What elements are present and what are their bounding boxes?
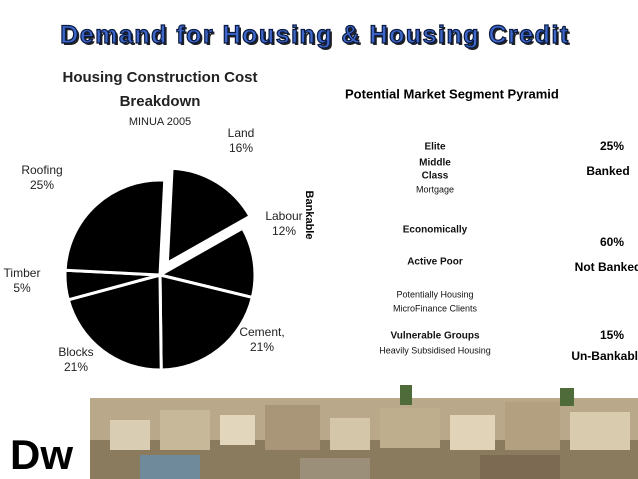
pyramid-text: Heavily Subsidised Housing — [379, 345, 491, 355]
segment-share: 15% — [600, 328, 624, 342]
slice-value-label: 21% — [64, 360, 88, 374]
segment-share: 60% — [600, 235, 624, 249]
slice-label: Blocks — [58, 345, 93, 359]
town-photo — [90, 385, 638, 479]
side-label: Bankable — [303, 191, 315, 240]
segment-status: Un-Bankable — [571, 349, 638, 363]
logo: Dw — [10, 431, 73, 478]
pyramid-text: Middle — [419, 158, 451, 169]
pie-subtitle: MINUA 2005 — [129, 116, 191, 128]
pyramid-text: Mortgage — [416, 184, 454, 194]
pie-slice — [165, 166, 253, 266]
slice-label: Roofing — [21, 163, 62, 177]
pyramid-text: Active Poor — [407, 257, 463, 268]
slice-label: Timber — [4, 266, 41, 280]
slice-value-label: 12% — [272, 224, 296, 238]
segment-status: Not Banked — [575, 260, 638, 274]
slice-value-label: 16% — [229, 141, 253, 155]
pie-slice — [66, 273, 163, 372]
pie-title: Housing Construction Cost Breakdown — [63, 69, 258, 110]
pyramid-text: Class — [422, 171, 449, 182]
slice-value-label: 21% — [250, 340, 274, 354]
slice-label: Cement, — [239, 325, 284, 339]
pyramid-text: Elite — [424, 142, 446, 153]
segment-status: Banked — [586, 164, 629, 178]
slice-label: Land — [228, 126, 255, 140]
slice-value-label: 5% — [13, 281, 31, 295]
segment-share: 25% — [600, 139, 624, 153]
pyramid-text: Economically — [403, 225, 468, 236]
slice-value-label: 25% — [30, 178, 54, 192]
slide-title: Demand for Housing & Housing Credit — [60, 20, 570, 49]
slice-label: Labour — [265, 209, 302, 223]
pyramid-text: Vulnerable Groups — [390, 331, 480, 342]
pyramid-text: Potentially Housing — [396, 289, 473, 299]
pyramid-text: MicroFinance Clients — [393, 303, 478, 313]
pie-slice — [63, 178, 167, 277]
pie-slice — [158, 273, 255, 372]
pyramid-title: Potential Market Segment Pyramid — [345, 86, 559, 101]
